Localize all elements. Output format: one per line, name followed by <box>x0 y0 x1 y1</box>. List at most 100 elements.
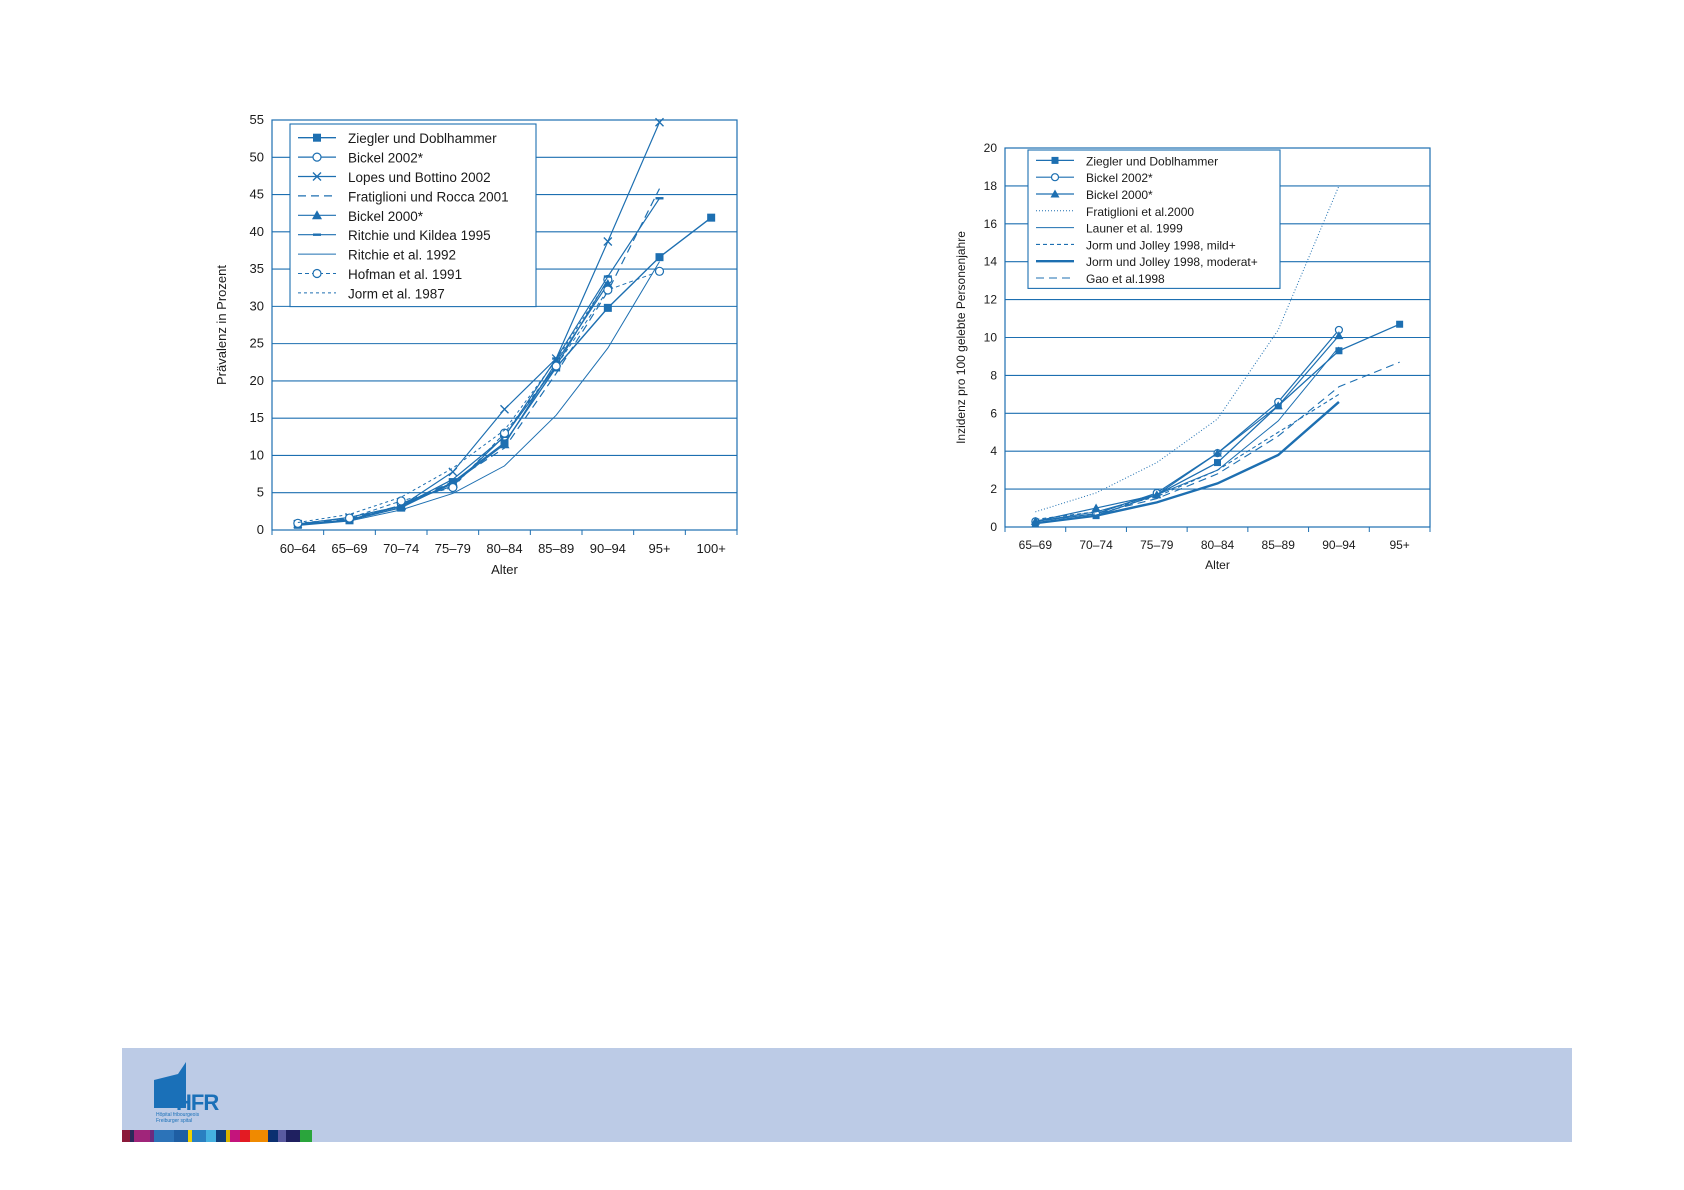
legend-label: Bickel 2000* <box>1086 188 1153 202</box>
marker-circle <box>448 482 458 493</box>
stripe-segment <box>240 1130 250 1142</box>
series-line <box>297 261 660 527</box>
y-tick-label: 55 <box>250 112 264 127</box>
series-line <box>297 270 660 524</box>
marker-square <box>1335 347 1343 355</box>
series-jorm-und-jolley-1998-moderat- <box>1035 401 1340 525</box>
series-line <box>1035 185 1340 513</box>
series-fratiglioni-und-rocca-2001 <box>297 188 661 525</box>
marker-circle <box>293 518 303 528</box>
marker-triangle <box>1050 189 1060 198</box>
legend-label: Bickel 2002* <box>1086 171 1153 185</box>
marker-circle <box>551 361 561 371</box>
stripe-segment <box>286 1130 300 1142</box>
y-tick-label: 20 <box>250 373 264 388</box>
marker-circle <box>603 285 613 295</box>
marker-circle <box>344 513 355 523</box>
stripe-segment <box>188 1130 192 1142</box>
legend-box <box>1027 149 1281 289</box>
x-tick-label: 90–94 <box>1322 538 1356 552</box>
y-tick-label: 35 <box>250 261 264 276</box>
x-tick-label: 65–69 <box>331 541 367 556</box>
series-line <box>1035 346 1340 522</box>
marker-x <box>312 172 322 181</box>
y-tick-label: 0 <box>990 520 997 534</box>
plot-frame <box>1004 147 1431 528</box>
stripe-segment <box>130 1130 134 1142</box>
marker-dash <box>313 233 321 236</box>
stripe-segment <box>230 1130 240 1142</box>
marker-circle <box>312 268 322 279</box>
marker-dash <box>397 504 406 508</box>
y-tick-label: 6 <box>990 406 997 420</box>
series-bickel-2002- <box>1031 325 1344 526</box>
marker-circle <box>654 266 665 276</box>
marker-triangle <box>602 279 613 288</box>
legend-label: Bickel 2002* <box>348 151 424 166</box>
marker-square <box>1051 156 1059 164</box>
series-line <box>1035 401 1340 525</box>
legend-label: Ritchie et al. 1992 <box>348 248 456 263</box>
legend-label: Ziegler und Doblhammer <box>348 131 497 146</box>
y-tick-label: 10 <box>250 447 264 462</box>
legend-label: Fratiglioni et al.2000 <box>1086 205 1194 219</box>
marker-square <box>603 303 612 312</box>
series-line <box>297 121 661 525</box>
marker-square <box>1214 459 1221 467</box>
marker-triangle <box>1213 448 1222 457</box>
x-axis-label: Alter <box>491 562 518 577</box>
y-axis-label: Inzidenz pro 100 gelebte Personenjahre <box>954 231 968 444</box>
marker-dash <box>655 197 664 200</box>
marker-x <box>448 467 458 477</box>
marker-circle <box>499 428 510 438</box>
marker-x <box>603 237 613 246</box>
marker-dash <box>552 357 561 360</box>
series-bickel-2000- <box>1030 331 1344 525</box>
marker-square <box>707 213 716 222</box>
x-tick-label: 80–84 <box>1201 538 1235 552</box>
y-tick-label: 8 <box>990 368 997 382</box>
series-line <box>297 197 661 526</box>
legend-label: Bickel 2000* <box>348 209 424 224</box>
logo-text: HFR <box>176 1090 219 1115</box>
legend-label: Hofman et al. 1991 <box>348 267 462 282</box>
series-line <box>1035 323 1400 524</box>
stripe-segment <box>174 1130 188 1142</box>
x-tick-label: 65–69 <box>1019 538 1053 552</box>
marker-square <box>313 133 321 142</box>
legend-label: Jorm und Jolley 1998, mild+ <box>1086 238 1236 252</box>
stripe-segment <box>278 1130 286 1142</box>
x-tick-label: 95+ <box>1389 538 1409 552</box>
y-tick-label: 4 <box>990 444 997 458</box>
y-tick-label: 45 <box>250 187 264 202</box>
stripe-segment <box>192 1130 206 1142</box>
y-tick-label: 18 <box>984 179 998 193</box>
x-axis-label: Alter <box>1205 558 1230 572</box>
x-tick-label: 85–89 <box>538 541 574 556</box>
y-tick-label: 25 <box>250 336 264 351</box>
x-tick-label: 75–79 <box>1140 538 1174 552</box>
stripe-segment <box>300 1130 312 1142</box>
legend-label: Gao et al.1998 <box>1086 272 1165 286</box>
logo-subtext: Hôpital fribourgeois Freiburger spital <box>156 1112 200 1124</box>
series-ritchie-et-al-1992 <box>297 261 660 527</box>
marker-circle <box>312 152 322 162</box>
series-fratiglioni-et-al-2000 <box>1035 185 1340 513</box>
marker-triangle <box>499 439 510 449</box>
series-launer-et-al-1999 <box>1035 346 1340 522</box>
x-tick-label: 60–64 <box>280 541 316 556</box>
x-tick-label: 80–84 <box>486 541 522 556</box>
series-gao-et-al-1998 <box>1035 361 1400 522</box>
legend-label: Fratiglioni und Rocca 2001 <box>348 189 509 204</box>
stripe-segment <box>250 1130 268 1142</box>
x-tick-label: 85–89 <box>1262 538 1296 552</box>
color-stripes <box>122 1130 312 1142</box>
y-axis-label: Prävalenz in Prozent <box>214 265 229 385</box>
series-line <box>1035 329 1340 522</box>
marker-square <box>655 253 664 262</box>
y-tick-label: 16 <box>984 217 998 231</box>
x-tick-label: 100+ <box>697 541 726 556</box>
stripe-segment <box>154 1130 174 1142</box>
stripe-segment <box>216 1130 226 1142</box>
